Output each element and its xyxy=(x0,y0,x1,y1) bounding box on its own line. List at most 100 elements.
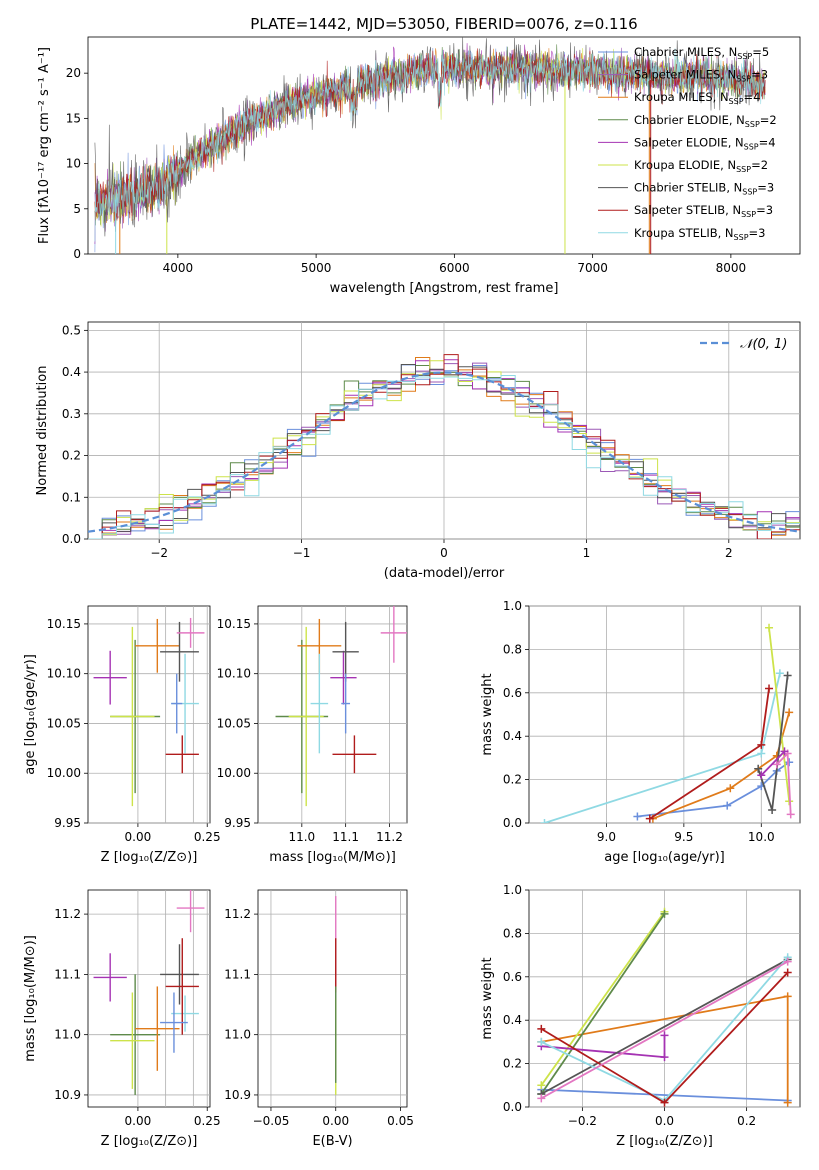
x-tick-label: 8000 xyxy=(716,261,747,275)
axes-frame xyxy=(87,36,801,255)
y-axis-label: age [log₁₀(age/yr)] xyxy=(23,654,38,775)
x-axis-label: mass [log₁₀(M/M⊙)] xyxy=(269,850,396,865)
legend-label: Salpeter MILES, NSSP=3 xyxy=(634,68,768,84)
weight-marker xyxy=(783,957,792,966)
weight-marker xyxy=(540,819,549,823)
y-tick-label: 0.8 xyxy=(503,926,522,940)
y-tick-label: 0.5 xyxy=(62,323,81,337)
axes-frame xyxy=(87,889,211,1108)
weight-marker xyxy=(537,1024,546,1033)
weight-marker xyxy=(785,708,794,717)
y-tick-label: 15 xyxy=(66,111,81,125)
legend-label: Kroupa MILES, NSSP=4 xyxy=(634,90,760,106)
weight-marker xyxy=(660,909,669,918)
y-tick-label: 0.4 xyxy=(62,365,81,379)
y-tick-label: 0.2 xyxy=(503,1057,522,1071)
histogram-step xyxy=(88,375,800,539)
y-tick-label: 5 xyxy=(73,202,81,216)
x-tick-label: 11.1 xyxy=(332,830,359,844)
weight-line xyxy=(540,913,666,1095)
x-tick-label: −0.2 xyxy=(568,1114,597,1128)
y-axis-label: Normed distribution xyxy=(35,366,50,496)
weight-marker xyxy=(765,623,774,632)
weight-marker xyxy=(660,1053,669,1062)
weight-marker xyxy=(645,814,654,823)
x-tick-label: 10.0 xyxy=(748,830,775,844)
weight-marker xyxy=(783,992,792,1001)
legend-label: Chabrier ELODIE, NSSP=2 xyxy=(634,113,777,129)
y-tick-label: 10.15 xyxy=(47,617,81,631)
x-axis-label: wavelength [Angstrom, rest frame] xyxy=(330,281,559,296)
x-tick-label: 4000 xyxy=(163,261,194,275)
x-tick-label: −1 xyxy=(293,546,311,560)
axes-frame xyxy=(87,605,211,824)
x-axis-label: Z [log₁₀(Z/Z⊙)] xyxy=(101,850,198,865)
x-tick-label: 0.00 xyxy=(125,1114,152,1128)
x-tick-label: 11.2 xyxy=(376,830,403,844)
y-tick-label: 1.0 xyxy=(503,599,522,613)
y-tick-label: 10.10 xyxy=(47,667,81,681)
spectrum-line xyxy=(94,48,766,242)
x-tick-label: −0.05 xyxy=(253,1114,290,1128)
weight-marker xyxy=(723,801,732,810)
y-tick-label: 9.95 xyxy=(224,816,251,830)
x-axis-label: age [log₁₀(age/yr)] xyxy=(604,850,725,865)
x-tick-label: 1 xyxy=(583,546,591,560)
y-axis-label: mass weight xyxy=(480,673,495,755)
plot-area xyxy=(540,623,795,823)
weight-marker xyxy=(783,671,792,680)
y-tick-label: 11.2 xyxy=(224,907,251,921)
weight-marker xyxy=(772,760,781,769)
x-tick-label: 7000 xyxy=(577,261,608,275)
weight-marker xyxy=(757,749,766,758)
y-axis-label: Flux [fλ10⁻¹⁷ erg cm⁻² s⁻¹ A⁻¹] xyxy=(37,47,52,244)
chart-z-age: 0.00 0.25 9.95 10.00 10.05 10.10 10.15 Z [log₁₀… xyxy=(23,605,221,865)
x-tick-label: 0.25 xyxy=(194,1114,221,1128)
plot-area xyxy=(275,606,407,807)
y-axis-label: mass weight xyxy=(480,957,495,1039)
y-tick-label: 10.9 xyxy=(54,1088,81,1102)
histogram-step xyxy=(88,364,800,539)
weight-marker xyxy=(765,684,774,693)
y-tick-label: 10.9 xyxy=(224,1088,251,1102)
y-tick-label: 1.0 xyxy=(503,883,522,897)
legend-label: Kroupa STELIB, NSSP=3 xyxy=(634,226,765,242)
legend-label: Salpeter STELIB, NSSP=3 xyxy=(634,203,773,219)
weight-marker xyxy=(537,1037,546,1046)
y-tick-label: 11.0 xyxy=(224,1028,251,1042)
weight-line xyxy=(544,673,781,823)
y-tick-label: 0.4 xyxy=(503,729,522,743)
weight-marker xyxy=(768,805,777,814)
y-tick-label: 0.2 xyxy=(62,449,81,463)
weight-marker xyxy=(783,1098,792,1107)
y-tick-label: 0.6 xyxy=(503,686,522,700)
y-tick-label: 10.15 xyxy=(217,617,251,631)
spectrum-line xyxy=(94,48,766,224)
x-tick-label: 0.00 xyxy=(125,830,152,844)
weight-line xyxy=(541,1088,788,1102)
weight-marker xyxy=(757,740,766,749)
x-tick-label: 0.05 xyxy=(387,1114,414,1128)
x-tick-label: 0.2 xyxy=(737,1114,756,1128)
legend-label: 𝒩(0, 1) xyxy=(740,337,787,352)
x-tick-label: 5000 xyxy=(301,261,332,275)
y-tick-label: 11.2 xyxy=(54,907,81,921)
weight-marker xyxy=(633,812,642,821)
legend-label: Chabrier STELIB, NSSP=3 xyxy=(634,181,774,197)
y-tick-label: 10.10 xyxy=(217,667,251,681)
x-tick-label: 0 xyxy=(440,546,448,560)
axes-frame xyxy=(257,605,408,824)
weight-marker xyxy=(780,747,789,756)
y-tick-label: 11.1 xyxy=(224,967,251,981)
legend-label: Chabrier MILES, NSSP=5 xyxy=(634,45,769,61)
chart-ebv-mass: −0.05 0.00 0.05 10.9 11.0 11.1 11.2 E(B-V) xyxy=(224,889,414,1149)
y-tick-label: 9.95 xyxy=(54,816,81,830)
weight-line xyxy=(649,688,770,820)
x-tick-label: 9.0 xyxy=(597,830,616,844)
x-axis-label: Z [log₁₀(Z/Z⊙)] xyxy=(616,1134,713,1149)
legend: 𝒩(0, 1) xyxy=(700,337,787,352)
chart-mass-age: 11.0 11.1 11.2 9.95 10.00 10.05 10.10 10.15 mass… xyxy=(217,605,408,865)
legend: Chabrier MILES, NSSP=5 Salpeter MILES, NS… xyxy=(598,45,777,242)
x-axis-label: Z [log₁₀(Z/Z⊙)] xyxy=(101,1134,198,1149)
y-tick-label: 10.05 xyxy=(47,716,81,730)
